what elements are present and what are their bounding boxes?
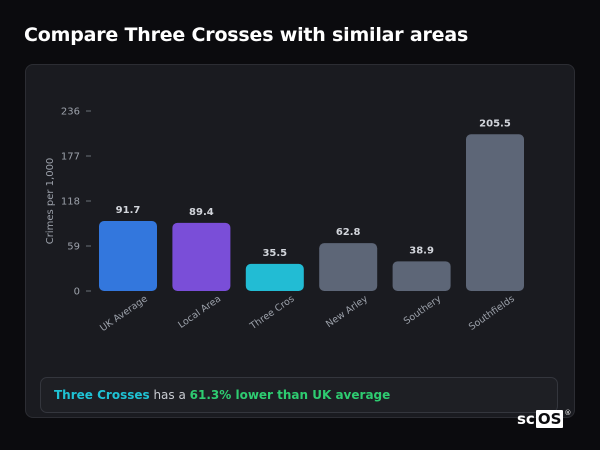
bar-value-label: 38.9: [409, 245, 434, 256]
bar-uk-average[interactable]: [99, 221, 157, 291]
logo-box: OS: [535, 410, 564, 428]
callout-place: Three Crosses: [54, 388, 150, 402]
logo-prefix: sc: [517, 410, 535, 428]
bar-local-area[interactable]: [172, 222, 231, 291]
scos-logo: sc OS ®: [517, 408, 571, 430]
y-tick-label: 118: [61, 197, 80, 208]
x-axis: UK Average Local Area Three Cros New Arley S…: [98, 293, 517, 334]
bar-value-label: 89.4: [189, 207, 214, 218]
x-tick-label: Local Area: [176, 293, 223, 330]
bar-three-crosses[interactable]: [245, 263, 304, 291]
logo-registered-mark: ®: [564, 409, 572, 417]
bars-group: [99, 134, 524, 291]
x-tick-label: UK Average: [98, 293, 150, 334]
x-tick-label: Southfields: [467, 293, 517, 332]
y-tick-label: 0: [74, 287, 80, 298]
y-axis-label: Crimes per 1,000: [45, 158, 56, 245]
callout-delta: 61.3% lower than UK average: [189, 388, 391, 402]
bar-value-label: 205.5: [479, 118, 511, 129]
bar-new-arley[interactable]: [319, 243, 378, 291]
y-tick-label: 59: [67, 242, 80, 253]
x-tick-label: Southery: [402, 293, 444, 327]
bar-value-label: 62.8: [336, 227, 361, 238]
bar-southery[interactable]: [392, 261, 451, 291]
y-tick-label: 177: [61, 152, 80, 163]
bar-value-label: 91.7: [116, 205, 141, 216]
value-labels-group: 91.7 89.4 35.5 62.8 38.9 205.5: [116, 118, 511, 259]
page-title: Compare Three Crosses with similar areas: [24, 24, 469, 46]
comparison-callout: Three Crosses has a 61.3% lower than UK …: [40, 377, 558, 413]
x-tick-label: New Arley: [324, 293, 370, 330]
callout-middle: has a: [149, 388, 190, 402]
y-tick-label: 236: [61, 107, 80, 118]
x-tick-label: Three Cros: [247, 293, 296, 332]
bar-southfields[interactable]: [466, 134, 524, 291]
bar-value-label: 35.5: [262, 248, 287, 259]
y-axis: 0 59 118 177 236: [61, 107, 91, 298]
